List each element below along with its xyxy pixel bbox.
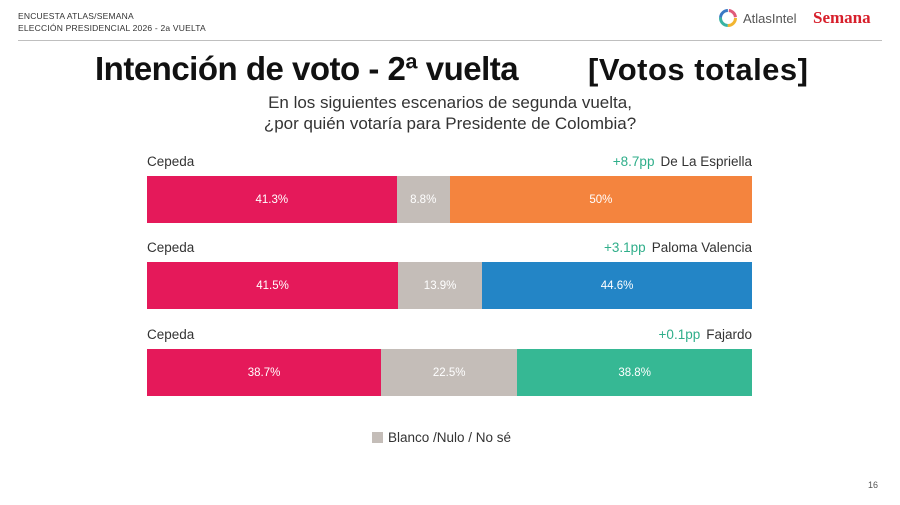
bar-segment-opponent: 50% [449, 176, 752, 223]
semana-logo: Semana [813, 8, 871, 27]
atlasintel-logo-icon [719, 9, 737, 27]
bar-value-label: 38.7% [247, 366, 281, 379]
bar-segment-blank: 13.9% [398, 262, 483, 309]
bar-value-label: 41.3% [255, 193, 289, 206]
bar-segment-cepeda: 41.5% [147, 262, 399, 309]
legend-label: Blanco /Nulo / No sé [388, 430, 512, 445]
atlasintel-logo-text: AtlasIntel [743, 10, 797, 26]
scenario-right-candidate: Paloma Valencia [651, 240, 752, 255]
bar-segment-cepeda: 38.7% [147, 349, 382, 396]
bar-value-label: 38.8% [618, 366, 651, 379]
bar-value-label: 8.8% [410, 193, 437, 206]
survey-header-line1: ENCUESTA ATLAS/SEMANA [18, 11, 134, 21]
survey-header: ENCUESTA ATLAS/SEMANA ELECCIÓN PRESIDENC… [18, 10, 206, 34]
scenario-left-candidate: Cepeda [147, 327, 195, 342]
stacked-bar: 38.7% 22.5% 38.8% [147, 349, 752, 396]
scenario-paloma-valencia: Cepeda +3.1pp Paloma Valencia 41.5% 13.9% 4… [147, 240, 752, 309]
bar-value-label: 13.9% [423, 279, 457, 292]
scenario-de-la-espriella: Cepeda +8.7pp De La Espriella 41.3% 8.8% 50… [147, 154, 752, 223]
scenario-left-candidate: Cepeda [147, 240, 195, 255]
scenario-diff: +8.7pp [612, 154, 655, 169]
bar-segment-blank: 8.8% [396, 176, 450, 223]
bar-segment-opponent: 38.8% [517, 349, 752, 396]
survey-header-line2: ELECCIÓN PRESIDENCIAL 2026 - 2a VUELTA [18, 23, 206, 33]
scenario-diff: +0.1pp [658, 327, 701, 342]
bar-value-label: 22.5% [432, 366, 466, 379]
legend-swatch-blank [372, 432, 383, 443]
stacked-bar: 41.3% 8.8% 50% [147, 176, 752, 223]
page-number: 16 [868, 480, 879, 490]
bar-value-label: 44.6% [600, 279, 634, 292]
bar-segment-opponent: 44.6% [482, 262, 752, 309]
scenario-left-candidate: Cepeda [147, 154, 195, 169]
scenario-right-candidate: Fajardo [706, 327, 752, 342]
bar-value-label: 41.5% [256, 279, 289, 292]
header-divider [18, 40, 882, 41]
scenario-fajardo: Cepeda +0.1pp Fajardo 38.7% 22.5% 38.8% [147, 327, 752, 396]
bar-segment-blank: 22.5% [381, 349, 518, 396]
chart-legend: Blanco /Nulo / No sé [372, 430, 511, 445]
bar-segment-cepeda: 41.3% [147, 176, 397, 223]
atlasintel-logo: AtlasIntel [718, 8, 796, 28]
scenario-right-candidate: De La Espriella [660, 154, 752, 169]
stacked-bar: 41.5% 13.9% 44.6% [147, 262, 752, 309]
chart-title: Intención de voto - 2ª vuelta [95, 50, 519, 87]
chart-subtitle-line2: ¿por quién votaría para Presidente de Co… [263, 114, 637, 133]
scenario-diff: +3.1pp [604, 240, 646, 255]
chart-title-tag: [Votos totales] [588, 52, 809, 87]
bar-value-label: 50% [589, 193, 613, 206]
chart-subtitle-line1: En los siguientes escenarios de segunda … [268, 93, 632, 112]
